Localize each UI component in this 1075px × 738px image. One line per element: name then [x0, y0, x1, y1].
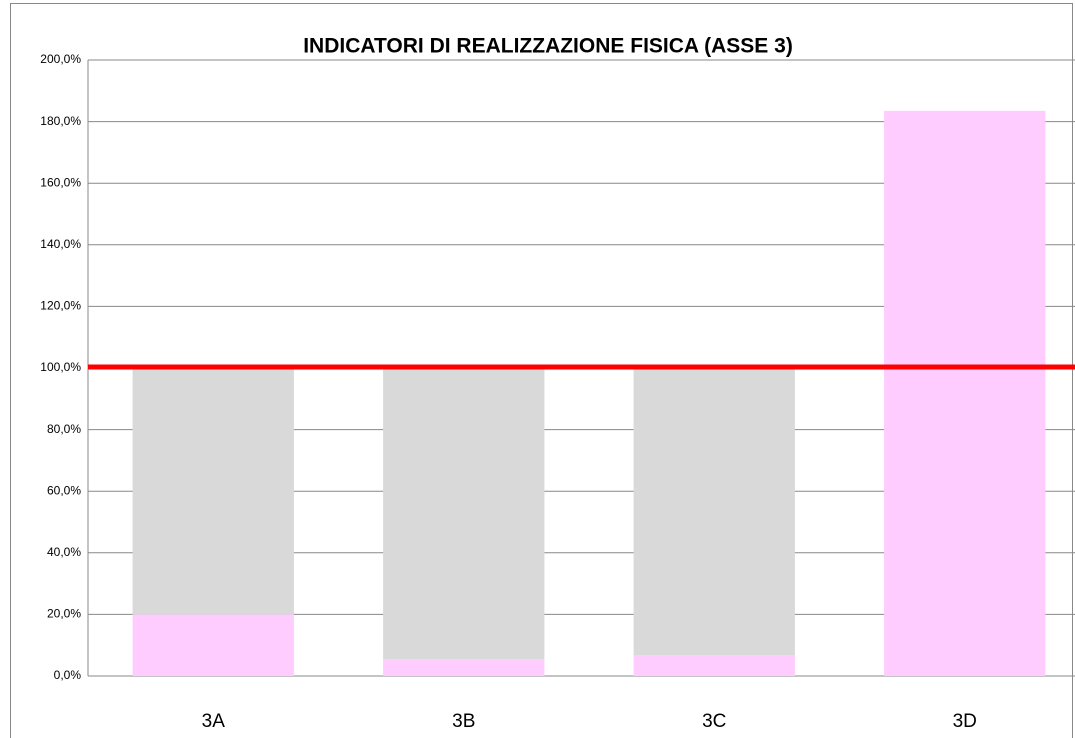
y-tick-label: 40,0% [47, 545, 81, 559]
y-tick-label: 120,0% [40, 299, 81, 313]
y-tick-label: 200,0% [40, 52, 81, 66]
bar-segment [633, 368, 795, 656]
bar-segment [633, 655, 795, 676]
chart-title: INDICATORI DI REALIZZAZIONE FISICA (ASSE… [303, 35, 793, 58]
bar-segment [132, 368, 294, 615]
y-tick-label: 60,0% [47, 483, 81, 497]
bar-segment [383, 659, 545, 676]
y-tick-label: 80,0% [47, 422, 81, 436]
y-tick-label: 100,0% [40, 360, 81, 374]
x-tick-label: 3C [702, 711, 726, 732]
y-tick-label: 180,0% [40, 114, 81, 128]
bar-segment [132, 614, 294, 676]
bar-segment [884, 110, 1046, 676]
y-tick-label: 140,0% [40, 237, 81, 251]
y-tick-label: 160,0% [40, 175, 81, 189]
y-tick-label: 0,0% [54, 668, 82, 682]
x-tick-label: 3A [202, 711, 226, 732]
y-tick-label: 20,0% [47, 607, 81, 621]
x-tick-label: 3B [452, 711, 475, 732]
bar-segment [383, 368, 545, 660]
x-tick-label: 3D [953, 711, 977, 732]
